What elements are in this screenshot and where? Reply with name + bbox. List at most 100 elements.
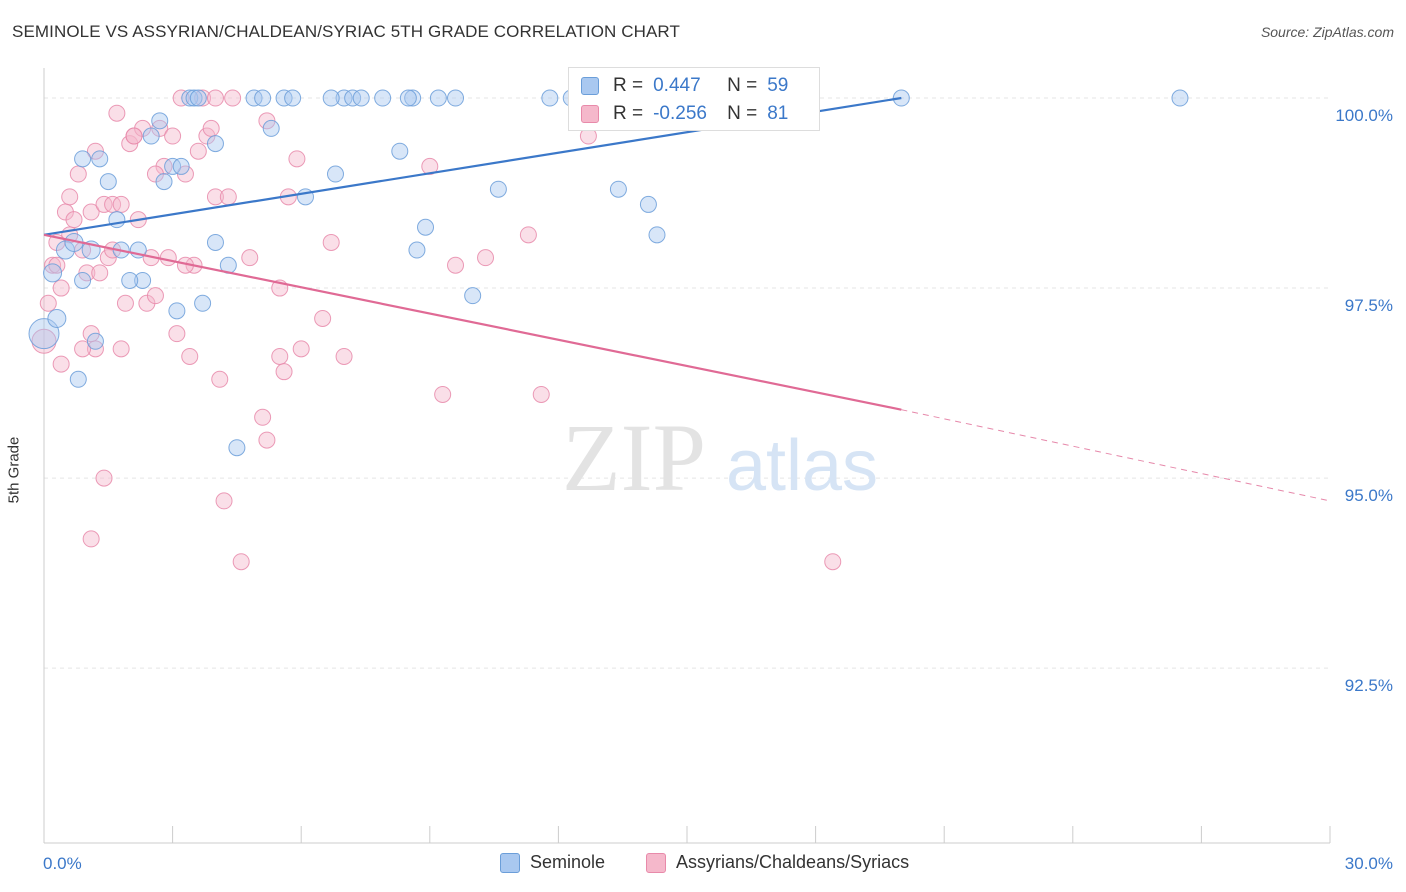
seminole-point — [639, 195, 657, 213]
assyrian-point — [116, 294, 134, 312]
seminole-point — [335, 89, 353, 107]
n-value: 81 — [767, 103, 789, 124]
chart-title: SEMINOLE VS ASSYRIAN/CHALDEAN/SYRIAC 5TH… — [12, 22, 680, 41]
assyrian-trend-extension — [901, 409, 1331, 502]
r-label: R = — [613, 75, 644, 96]
assyrian-point — [61, 188, 79, 206]
y-tick-label: 100.0% — [1335, 106, 1393, 125]
n-label: N = — [727, 103, 758, 124]
assyrian-point — [74, 340, 92, 358]
assyrian-point — [434, 385, 452, 403]
assyrian-point — [39, 294, 57, 312]
x-tick-label: 0.0% — [43, 854, 82, 873]
assyrian-point — [146, 287, 164, 305]
seminole-point — [185, 89, 203, 107]
assyrian-point — [824, 553, 842, 571]
assyrian-points — [31, 89, 842, 571]
assyrian-point — [112, 195, 130, 213]
seminole-point — [245, 89, 263, 107]
assyrian-point — [159, 249, 177, 267]
seminole-point — [151, 112, 169, 130]
legend-label: Assyrians/Chaldeans/Syriacs — [676, 852, 910, 872]
y-tick-label: 97.5% — [1345, 296, 1393, 315]
seminole-point — [74, 271, 92, 289]
seminole-point — [189, 89, 207, 107]
assyrian-swatch — [646, 852, 666, 873]
source-label: Source: ZipAtlas.com — [1260, 24, 1394, 40]
seminole-point — [91, 150, 109, 168]
assyrian-point — [194, 89, 212, 107]
seminole-point — [322, 89, 340, 107]
assyrian-point — [335, 347, 353, 365]
seminole-point — [228, 439, 246, 457]
watermark: ZIP atlas — [562, 404, 878, 511]
seminole-points — [28, 89, 1189, 457]
assyrian-point — [477, 249, 495, 267]
seminole-point — [489, 180, 507, 198]
seminole-swatch — [581, 77, 599, 95]
assyrian-point — [82, 530, 100, 548]
assyrian-point — [519, 226, 537, 244]
seminole-point — [648, 226, 666, 244]
seminole-point — [254, 89, 272, 107]
seminole-point — [391, 142, 409, 160]
assyrian-trend-line — [43, 233, 902, 411]
seminole-point — [1171, 89, 1189, 107]
seminole-point — [108, 211, 126, 229]
assyrian-point — [168, 325, 186, 343]
assyrian-point — [125, 127, 143, 145]
assyrian-point — [288, 150, 306, 168]
x-tick-label: 30.0% — [1345, 854, 1393, 873]
seminole-point — [69, 370, 87, 388]
seminole-point — [206, 135, 224, 153]
assyrian-point — [172, 89, 190, 107]
assyrian-point — [275, 363, 293, 381]
seminole-point — [99, 173, 117, 191]
assyrian-point — [322, 233, 340, 251]
seminole-point — [86, 332, 104, 350]
series-legend: Seminole Assyrians/Chaldeans/Syriacs — [0, 852, 1406, 878]
assyrian-point — [314, 309, 332, 327]
seminole-point — [194, 294, 212, 312]
seminole-swatch — [500, 852, 520, 873]
seminole-point — [284, 89, 302, 107]
assyrian-point — [254, 408, 272, 426]
assyrian-point — [224, 89, 242, 107]
seminole-point — [74, 150, 92, 168]
assyrian-point — [215, 492, 233, 510]
seminole-point — [164, 157, 182, 175]
legend-row-assyrian: R = -0.256 N = 81 — [581, 102, 788, 126]
seminole-point — [121, 271, 139, 289]
seminole-point — [408, 241, 426, 259]
assyrian-point — [219, 188, 237, 206]
seminole-point — [404, 89, 422, 107]
assyrian-point — [292, 340, 310, 358]
assyrian-point — [69, 165, 87, 183]
assyrian-point — [206, 188, 224, 206]
watermark-atlas: atlas — [726, 426, 878, 506]
seminole-point — [464, 287, 482, 305]
assyrian-point — [91, 264, 109, 282]
assyrian-point — [232, 553, 250, 571]
seminole-point — [326, 165, 344, 183]
assyrian-point — [112, 340, 130, 358]
assyrian-point — [52, 279, 70, 297]
seminole-point — [172, 157, 190, 175]
seminole-point — [374, 89, 392, 107]
seminole-point — [429, 89, 447, 107]
assyrian-point — [258, 431, 276, 449]
r-value: 0.447 — [653, 75, 701, 96]
assyrian-point — [532, 385, 550, 403]
r-value: -0.256 — [653, 103, 707, 124]
seminole-point — [47, 308, 67, 328]
assyrian-point — [82, 203, 100, 221]
seminole-point — [155, 173, 173, 191]
assyrian-point — [181, 347, 199, 365]
assyrian-point — [164, 127, 182, 145]
seminole-point — [609, 180, 627, 198]
assyrian-point — [421, 157, 439, 175]
assyrian-point — [447, 256, 465, 274]
legend-item-assyrian: Assyrians/Chaldeans/Syriacs — [646, 852, 909, 873]
n-label: N = — [727, 75, 758, 96]
